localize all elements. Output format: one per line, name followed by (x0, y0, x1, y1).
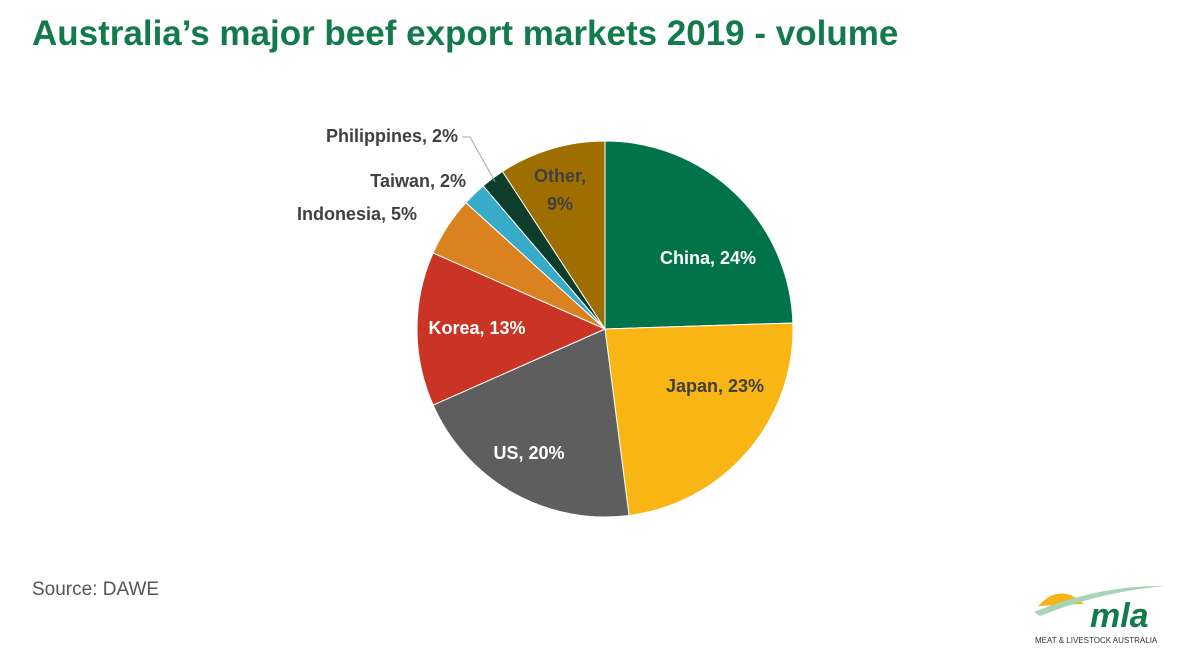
pie-slice (604, 140, 794, 330)
leader-line (462, 136, 496, 182)
data-label: Indonesia, 5% (297, 204, 417, 224)
chart-title: Australia’s major beef export markets 20… (32, 14, 898, 53)
data-label: US, 20% (493, 443, 564, 463)
data-label: Other, 9% (534, 166, 586, 214)
pie-slice (501, 140, 606, 331)
data-label: Taiwan, 2% (370, 171, 466, 191)
logo-swoosh (1034, 585, 1165, 616)
logo-tagline: MEAT & LIVESTOCK AUSTRALIA (1035, 636, 1158, 645)
data-label: Philippines, 2% (326, 126, 458, 146)
data-label: Korea, 13% (428, 318, 525, 338)
logo-text: mla (1090, 597, 1149, 635)
pie-slice (604, 322, 794, 517)
source-note: Source: DAWE (32, 579, 159, 600)
pie-slice (416, 252, 607, 406)
logo: mla MEAT & LIVESTOCK AUSTRALIA (1034, 585, 1165, 645)
pie: China, 24% Japan, 23% US, 20% Korea, 13% Ind… (297, 126, 794, 518)
data-label: China, 24% (660, 248, 756, 268)
pie-slice (432, 328, 630, 518)
data-label: Japan, 23% (666, 376, 764, 396)
